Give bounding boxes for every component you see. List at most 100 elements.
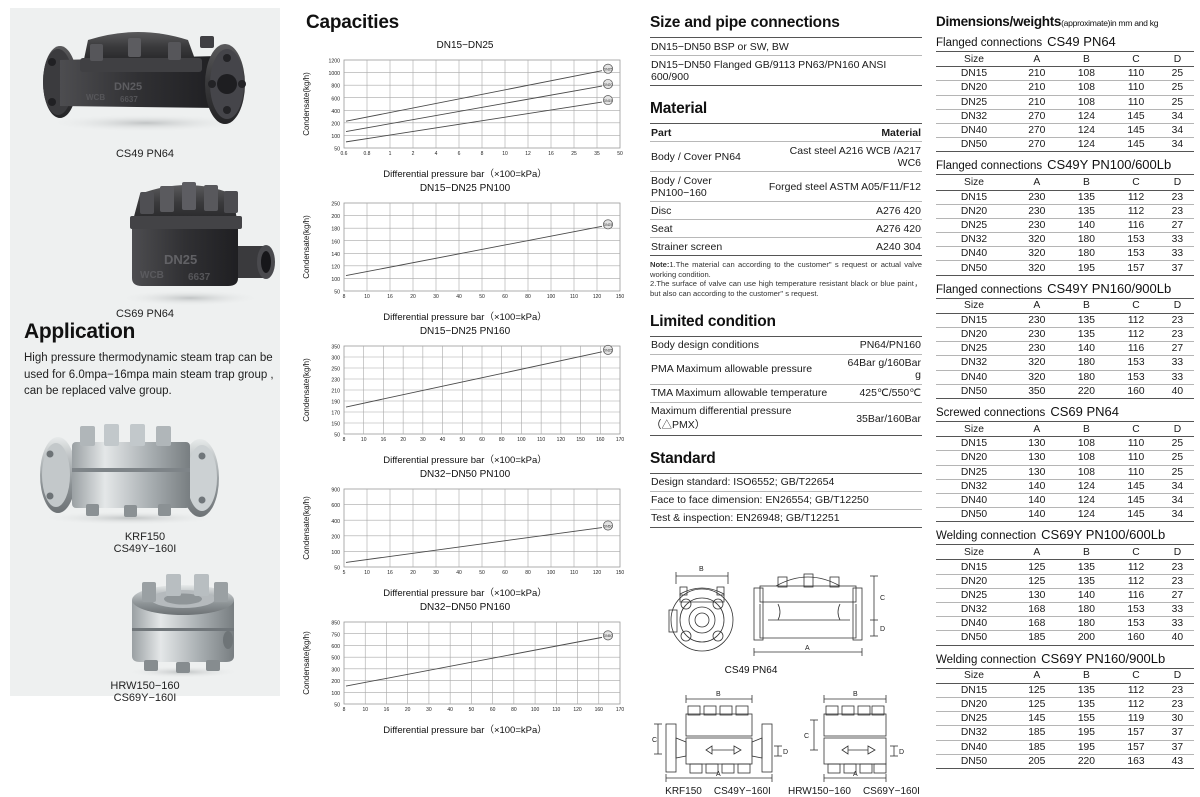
cell-b: 220 xyxy=(1061,754,1112,769)
standard-row-0: Design standard: ISO6552; GB/T22654 xyxy=(650,472,922,492)
dimensions-table-5: Size A B C D DN15 125 135 112 23 DN20 125 135 112 23 DN… xyxy=(936,667,1194,769)
table-header-row: Size A B C D xyxy=(936,420,1194,438)
limited-condition-table: Body design conditions PN64/PN160 PMA Ma… xyxy=(650,335,922,436)
svg-text:50: 50 xyxy=(460,437,466,443)
svg-text:16: 16 xyxy=(387,570,393,576)
svg-text:WCB: WCB xyxy=(140,270,164,281)
cell-a: 185 xyxy=(1012,740,1062,755)
table-row: PMA Maximum allowable pressure 64Bar g/1… xyxy=(650,354,922,385)
column-header-size: Size xyxy=(936,667,1012,684)
svg-text:Condensate(kg/h): Condensate(kg/h) xyxy=(302,496,311,560)
table-row: DN15 210 108 110 25 xyxy=(936,66,1194,82)
cell-c: 112 xyxy=(1111,190,1161,205)
cell-a: 320 xyxy=(1012,370,1062,385)
cell-c: 110 xyxy=(1111,436,1161,452)
cell-c: 145 xyxy=(1111,123,1161,139)
table-row: DN15 130 108 110 25 xyxy=(936,436,1194,452)
series-marker: DN25 xyxy=(603,219,613,230)
svg-text:150: 150 xyxy=(616,570,625,576)
svg-text:40: 40 xyxy=(456,570,462,576)
connection-type: Flanged connections xyxy=(936,160,1043,173)
cell-b: 124 xyxy=(1061,507,1112,523)
table-row: Body / Cover PN64 Cast steel A216 WCB /A… xyxy=(650,141,922,172)
cell-size: DN25 xyxy=(936,341,1012,357)
dimensions-column: Dimensions/weights(approximate)in mm and… xyxy=(930,0,1200,769)
cell-c: 163 xyxy=(1111,754,1161,769)
cell-size: DN15 xyxy=(936,190,1012,205)
cell-c: 112 xyxy=(1111,697,1161,713)
cell-c: 112 xyxy=(1111,327,1161,343)
dimensions-tables-host: Flanged connections CS49 PN64 Size A B C D DN15… xyxy=(936,34,1194,769)
svg-text:20: 20 xyxy=(410,294,416,300)
table-row: DN32 168 180 153 33 xyxy=(936,602,1194,618)
svg-text:12: 12 xyxy=(525,151,531,157)
cell-size: DN20 xyxy=(936,697,1012,713)
cell-size: DN15 xyxy=(936,559,1012,575)
limited-label-3: Maximum differential pressure（△PMX） xyxy=(650,402,839,436)
svg-text:DN50: DN50 xyxy=(604,524,613,528)
svg-text:50: 50 xyxy=(617,151,623,157)
table-row: DN25 230 140 116 27 xyxy=(936,218,1194,234)
column-header-a: A xyxy=(1012,50,1062,68)
dimensions-title: Dimensions/weights xyxy=(936,14,1062,29)
column-header-size: Size xyxy=(936,297,1012,314)
column-header-b: B xyxy=(1061,667,1112,684)
svg-text:150: 150 xyxy=(331,422,340,428)
cell-b: 124 xyxy=(1061,109,1112,124)
cell-size: DN15 xyxy=(936,436,1012,452)
cell-d: 34 xyxy=(1160,479,1194,494)
cell-a: 168 xyxy=(1012,602,1062,618)
column-header-c: C xyxy=(1111,174,1161,191)
material-value-2: A276 420 xyxy=(767,201,922,220)
material-table: Part Material Body / Cover PN64 Cast ste… xyxy=(650,123,922,256)
table-row: DN50 205 220 163 43 xyxy=(936,754,1194,769)
svg-text:100: 100 xyxy=(531,707,540,713)
cell-d: 23 xyxy=(1160,697,1194,713)
material-value-1: Forged steel ASTM A05/F11/F12 xyxy=(767,171,922,202)
dimensions-subtitle: (approximate)in mm and kg xyxy=(1061,18,1159,28)
photo-caption-krf150-line1: KRF150 xyxy=(124,531,166,543)
svg-text:20: 20 xyxy=(410,570,416,576)
svg-text:50: 50 xyxy=(334,290,340,296)
svg-text:170: 170 xyxy=(331,411,340,417)
limited-value-2: 425℃/550℃ xyxy=(838,384,922,403)
cell-d: 23 xyxy=(1160,190,1194,205)
cell-a: 140 xyxy=(1012,493,1062,509)
material-heading: Material xyxy=(650,100,707,117)
svg-text:16: 16 xyxy=(548,151,554,157)
cell-size: DN40 xyxy=(936,123,1012,139)
cell-d: 34 xyxy=(1160,109,1194,124)
svg-text:160: 160 xyxy=(595,707,604,713)
limited-label-0: Body design conditions xyxy=(650,335,839,355)
cell-d: 43 xyxy=(1160,754,1194,769)
connection-label-4: Welding connection CS69Y PN100/600Lb xyxy=(936,527,1194,542)
connection-label-0: Flanged connections CS49 PN64 xyxy=(936,34,1194,49)
series-marker: DN15 xyxy=(603,95,613,106)
svg-text:200: 200 xyxy=(331,214,340,220)
chart-xlabel: Differential pressure bar（×100=kPa） xyxy=(383,312,547,323)
svg-text:DN25: DN25 xyxy=(604,349,613,353)
svg-text:Condensate(kg/h): Condensate(kg/h) xyxy=(302,72,311,136)
table-row: Strainer screen A240 304 xyxy=(650,237,922,256)
table-row: DN50 320 195 157 37 xyxy=(936,260,1194,276)
cell-b: 195 xyxy=(1061,260,1112,276)
column-header-b: B xyxy=(1061,420,1112,438)
cell-c: 110 xyxy=(1111,450,1161,466)
material-part-0: Body / Cover PN64 xyxy=(650,141,768,172)
material-col-material: Material xyxy=(767,123,922,142)
material-col-part: Part xyxy=(650,123,768,142)
table-row: DN15−DN50 Flanged GB/9113 PN63/PN160 ANS… xyxy=(650,55,922,86)
cell-d: 23 xyxy=(1160,204,1194,219)
svg-text:400: 400 xyxy=(331,519,340,525)
svg-text:DN15: DN15 xyxy=(604,99,613,103)
cell-d: 25 xyxy=(1160,465,1194,480)
cell-a: 210 xyxy=(1012,95,1062,110)
series-marker: DN25 xyxy=(603,344,613,355)
chart-xlabel: Differential pressure bar（×100=kPa） xyxy=(383,588,547,599)
cell-c: 112 xyxy=(1111,559,1161,575)
svg-text:50: 50 xyxy=(479,570,485,576)
cell-c: 112 xyxy=(1111,574,1161,589)
cell-d: 23 xyxy=(1160,313,1194,329)
